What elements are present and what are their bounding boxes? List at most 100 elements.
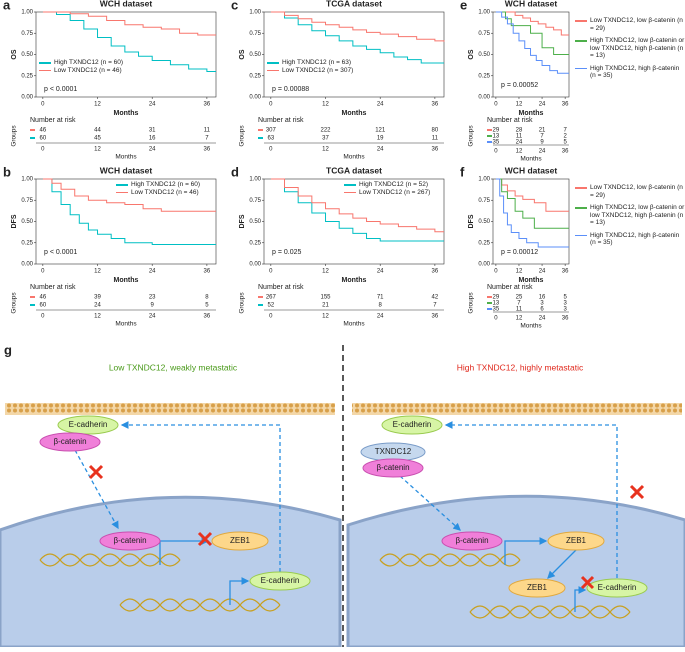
risk-count: 71: [377, 295, 384, 301]
risk-title: Number at risk: [258, 117, 304, 124]
legend-swatch: [575, 187, 587, 189]
panel-label: c: [231, 0, 238, 12]
risk-y-label: Groups: [239, 125, 246, 147]
legend: Low TXNDC12, low β-catenin (n = 29) High …: [575, 17, 685, 80]
survival-curve: [42, 178, 216, 245]
node-label: E-cadherin: [393, 420, 432, 429]
risk-count: 31: [149, 128, 156, 134]
risk-count: 7: [540, 134, 544, 140]
risk-count: 63: [267, 136, 274, 142]
legend-box: High TXNDC12 (n = 52) Low TXNDC12 (n = 26…: [344, 181, 444, 196]
risk-count: 155: [321, 295, 332, 301]
risk-x-tick-label: 36: [432, 314, 439, 320]
risk-x-tick-label: 12: [516, 149, 523, 155]
x-tick-label: 12: [516, 102, 523, 108]
dna: [379, 553, 521, 567]
risk-x-tick-label: 12: [322, 314, 329, 320]
node: [586, 578, 648, 598]
y-tick-label: 0.00: [21, 95, 33, 101]
risk-title: Number at risk: [30, 117, 76, 124]
y-axis-label: OS: [11, 49, 18, 59]
risk-count: 13: [493, 301, 500, 307]
risk-count: 60: [39, 303, 46, 309]
legend-swatch: [39, 62, 51, 64]
risk-x-tick-label: 0: [269, 147, 273, 153]
y-tick-label: 0.25: [249, 73, 261, 79]
legend-label: High TXNDC12 (n = 60): [54, 59, 124, 66]
x-tick-label: 0: [269, 269, 273, 275]
risk-x-label: Months: [520, 323, 542, 330]
x-tick-label: 24: [149, 269, 156, 275]
risk-x-tick-label: 36: [562, 316, 569, 322]
node-label: ZEB1: [527, 583, 548, 592]
risk-count: 24: [94, 303, 101, 309]
legend-swatch: [575, 234, 587, 236]
legend-label: Low TXNDC12 (n = 46): [54, 66, 122, 74]
legend-item: Low TXNDC12 (n = 307): [267, 67, 367, 75]
x-tick-label: 0: [41, 102, 45, 108]
risk-count: 5: [563, 295, 567, 301]
x-tick-label: 36: [204, 102, 211, 108]
legend: Low TXNDC12, low β-catenin (n = 29) High …: [575, 184, 684, 246]
risk-x-tick-label: 0: [494, 316, 498, 322]
risk-count: 60: [39, 136, 46, 142]
legend-swatch: [575, 20, 587, 22]
legend-box: Low TXNDC12, low β-catenin (n = 29) High …: [575, 17, 685, 80]
risk-count: 80: [432, 128, 439, 134]
y-axis-label: OS: [239, 49, 246, 59]
risk-count: 37: [322, 136, 329, 142]
chart-title: WCH dataset: [100, 0, 153, 8]
legend-box: High TXNDC12 (n = 60) Low TXNDC12 (n = 46…: [39, 59, 139, 74]
node-label: E-cadherin: [261, 576, 300, 585]
risk-count: 35: [493, 140, 500, 146]
risk-title: Number at risk: [258, 284, 304, 291]
survival-curve: [495, 178, 569, 229]
legend-item: High TXNDC12, high β-catenin (n = 35): [575, 65, 685, 80]
legend-box: High TXNDC12 (n = 63) Low TXNDC12 (n = 30…: [267, 59, 367, 74]
risk-x-label: Months: [343, 321, 365, 328]
x-tick-label: 36: [204, 269, 211, 275]
risk-count: 29: [493, 128, 500, 134]
x-axis-label: Months: [114, 277, 139, 284]
node-label: TXNDC12: [375, 447, 412, 456]
survival-curve: [42, 11, 216, 36]
node-label: E-cadherin: [69, 420, 108, 429]
risk-x-tick-label: 0: [41, 314, 45, 320]
survival-curve: [270, 11, 445, 42]
legend: High TXNDC12 (n = 60)Low TXNDC12 (n = 46…: [116, 181, 216, 196]
panel-title: High TXNDC12, highly metastatic: [457, 362, 584, 372]
risk-x-label: Months: [115, 154, 137, 161]
risk-x-label: Months: [115, 321, 137, 328]
risk-title: Number at risk: [30, 284, 76, 291]
arrow: [229, 577, 250, 605]
risk-count: 29: [493, 295, 500, 301]
risk-x-tick-label: 24: [377, 147, 384, 153]
risk-x-tick-label: 24: [539, 316, 546, 322]
y-tick-label: 0.25: [21, 73, 33, 79]
panel-label: a: [3, 0, 11, 12]
x-axis-label: Months: [342, 110, 367, 117]
y-axis-label: DFS: [11, 214, 18, 228]
risk-count: 2: [563, 134, 567, 140]
legend-swatch: [575, 207, 587, 209]
legend-label: High TXNDC12, high β-catenin (n = 35): [590, 64, 680, 80]
legend-box: High TXNDC12 (n = 60) Low TXNDC12 (n = 46…: [116, 181, 216, 196]
x-tick-label: 0: [41, 269, 45, 275]
legend-item: High TXNDC12 (n = 60): [39, 59, 139, 67]
risk-count: 42: [432, 295, 439, 301]
legend-item: Low TXNDC12 (n = 46): [39, 67, 139, 75]
legend-swatch: [267, 62, 279, 64]
legend-item: Low TXNDC12, low β-catenin (n = 29): [575, 17, 685, 32]
risk-count: 21: [539, 128, 546, 134]
panel-title: Low TXNDC12, weakly metastatic: [109, 362, 238, 372]
legend-item: High TXNDC12 (n = 52): [344, 181, 444, 189]
risk-count: 5: [563, 140, 567, 146]
y-tick-label: 0.25: [249, 240, 261, 246]
x-tick-label: 24: [539, 102, 546, 108]
x-tick-label: 0: [494, 102, 498, 108]
risk-count: 44: [94, 128, 101, 134]
risk-title: Number at risk: [487, 117, 533, 124]
y-tick-label: 1.00: [478, 10, 490, 16]
panel-label: f: [460, 164, 465, 179]
y-tick-label: 0.00: [249, 95, 261, 101]
